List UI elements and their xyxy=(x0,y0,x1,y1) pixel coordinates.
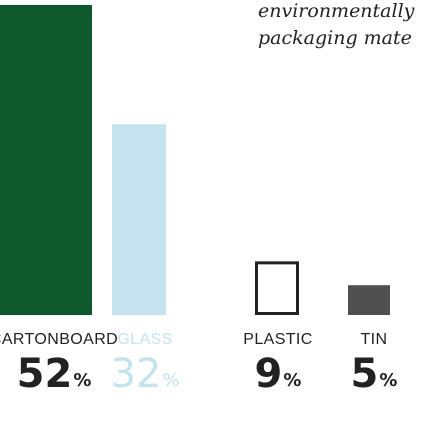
category-label-cartonboard: CARTONBOARD xyxy=(0,331,119,348)
value-label-cartonboard: 52% xyxy=(17,350,92,398)
value-label-tin: 5% xyxy=(351,350,398,398)
percent-sign-glass: % xyxy=(162,370,180,391)
bar-cartonboard xyxy=(0,5,92,315)
percent-sign-tin: % xyxy=(379,370,398,391)
value-number-glass: 32 xyxy=(110,351,162,397)
value-number-tin: 5 xyxy=(350,351,379,397)
bar-glass xyxy=(112,124,166,315)
bar-tin xyxy=(348,285,390,315)
category-label-tin: TIN xyxy=(360,331,388,348)
value-number-plastic: 9 xyxy=(254,351,283,397)
bar-plastic xyxy=(255,261,299,316)
category-label-glass: GLASS xyxy=(117,331,173,348)
chart-title-line-2: packaging mate xyxy=(258,27,412,49)
category-label-plastic: PLASTIC xyxy=(243,331,313,348)
value-number-cartonboard: 52 xyxy=(16,351,73,397)
value-label-plastic: 9% xyxy=(255,350,302,398)
percent-sign-cartonboard: % xyxy=(73,370,92,391)
chart-title-line-1: environmentally xyxy=(258,0,415,22)
percent-sign-plastic: % xyxy=(283,370,302,391)
value-label-glass: 32% xyxy=(110,350,179,398)
